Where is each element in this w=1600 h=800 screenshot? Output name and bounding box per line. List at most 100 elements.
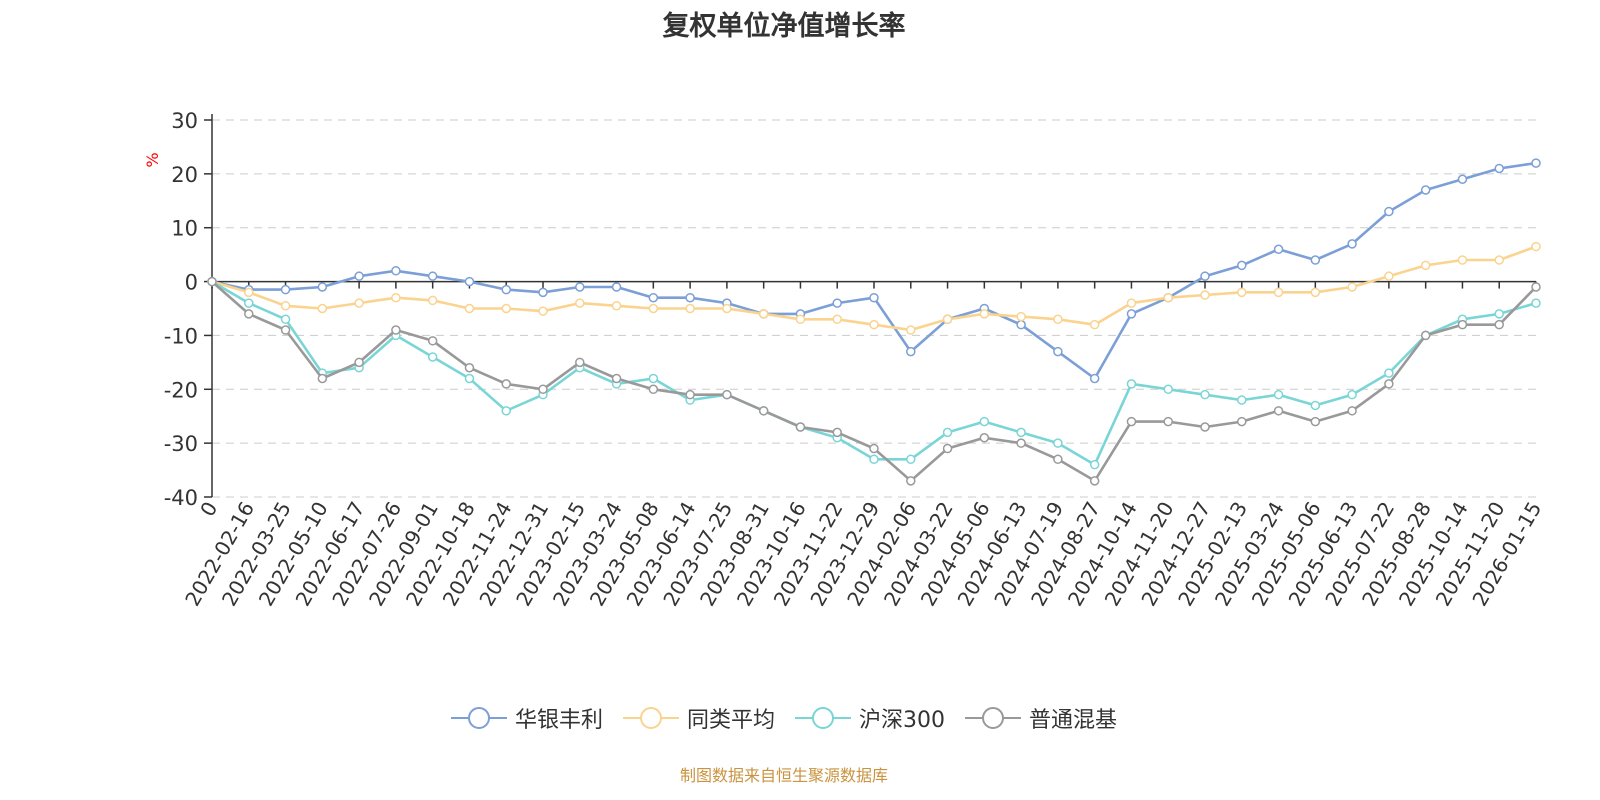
data-point (795, 422, 806, 432)
data-point (244, 287, 254, 298)
data-point (1347, 406, 1357, 416)
legend-label: 沪深300 (859, 708, 945, 733)
data-point (354, 271, 364, 281)
data-point (906, 325, 916, 335)
data-point (942, 314, 953, 325)
data-point (906, 346, 916, 357)
data-point (575, 282, 585, 292)
data-point (1310, 287, 1321, 298)
data-point (979, 309, 990, 319)
data-point (869, 292, 879, 303)
legend-marker-icon (450, 707, 507, 729)
data-point (1531, 298, 1541, 308)
legend-item[interactable]: 华银丰利 (450, 702, 603, 734)
data-point (832, 298, 842, 308)
series-3 (207, 276, 1541, 486)
legend: 华银丰利 同类平均 沪深300 普通混基 (0, 702, 1568, 734)
y-tick-label: 0 (185, 271, 198, 295)
data-point (1089, 373, 1100, 384)
data-point (391, 325, 401, 335)
y-tick-label: -10 (164, 324, 198, 348)
data-point (538, 384, 548, 395)
data-point (722, 389, 732, 400)
data-point (1347, 282, 1357, 292)
data-point (1200, 422, 1210, 432)
data-point (906, 454, 916, 465)
legend-label: 普通混基 (1029, 708, 1118, 733)
data-point (1200, 271, 1210, 281)
data-point (758, 309, 769, 319)
data-point (1531, 241, 1541, 252)
data-point (1384, 368, 1394, 378)
data-point (1531, 158, 1541, 168)
data-point (1016, 427, 1026, 438)
data-point (979, 433, 990, 443)
data-point (501, 303, 511, 314)
data-point (244, 298, 254, 308)
data-point (464, 373, 475, 384)
data-point (317, 373, 328, 384)
data-point (611, 301, 622, 311)
data-point (1273, 406, 1284, 416)
data-point (1089, 319, 1100, 330)
data-point (317, 303, 328, 314)
y-tick-label: -40 (164, 486, 198, 510)
data-point (501, 284, 511, 295)
data-point (1016, 311, 1026, 322)
data-point (1420, 260, 1431, 271)
data-point (648, 303, 659, 314)
data-point (685, 303, 695, 314)
data-point (391, 266, 401, 276)
series-lines (207, 158, 1541, 486)
data-point (280, 301, 291, 311)
data-point (1163, 384, 1173, 395)
data-point (1273, 244, 1284, 255)
data-point (832, 314, 842, 325)
series-line (211, 280, 1537, 467)
series-1 (207, 241, 1541, 335)
data-point (354, 357, 364, 368)
data-point (832, 427, 842, 438)
legend-marker-icon (795, 707, 851, 729)
data-point (795, 314, 806, 325)
data-point (1420, 330, 1431, 341)
data-point (942, 427, 953, 438)
data-point (1531, 282, 1541, 292)
data-point (501, 406, 511, 416)
data-point (1457, 319, 1468, 330)
data-point (317, 282, 328, 292)
data-point (280, 325, 291, 335)
data-point (1347, 239, 1357, 249)
data-point (1053, 346, 1063, 357)
data-point (464, 362, 475, 373)
legend-item[interactable]: 普通混基 (965, 702, 1117, 734)
data-point (501, 379, 511, 389)
data-point (1494, 309, 1504, 319)
data-point (722, 303, 732, 314)
data-point (280, 314, 291, 325)
data-point (869, 319, 879, 330)
data-point (1200, 389, 1210, 400)
data-point (280, 284, 291, 295)
data-point (1200, 290, 1210, 300)
data-point (1237, 395, 1247, 405)
data-point (1347, 389, 1357, 400)
chart-title: 复权单位净值增长率 (662, 11, 906, 42)
data-point (244, 309, 254, 319)
data-point (1126, 416, 1137, 427)
legend-marker-icon (965, 707, 1021, 729)
data-point (1126, 309, 1137, 319)
data-point (1163, 292, 1173, 303)
data-point (1089, 476, 1100, 486)
y-tick-label: -20 (164, 378, 198, 402)
data-point (1384, 206, 1394, 217)
legend-item[interactable]: 同类平均 (622, 702, 775, 734)
data-point (1273, 287, 1284, 298)
data-point (1163, 416, 1173, 427)
data-point (1494, 319, 1504, 330)
y-axis-unit-label: % (143, 152, 162, 167)
data-point (648, 373, 659, 384)
line-chart: -40-30-20-10010203002022-02-162022-03-25… (143, 109, 1546, 610)
series-2 (207, 276, 1541, 470)
legend-item[interactable]: 沪深300 (795, 702, 945, 734)
